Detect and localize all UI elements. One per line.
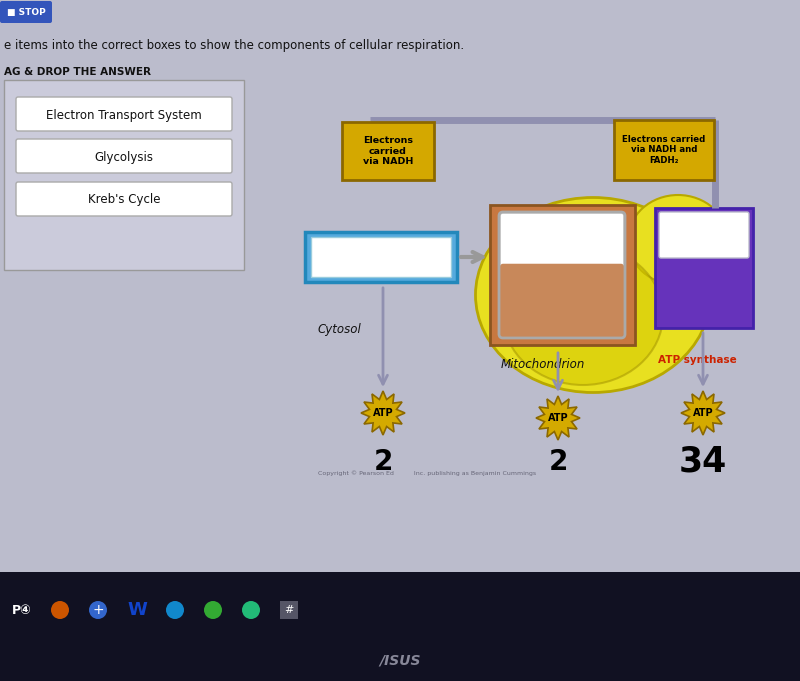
- Text: P④: P④: [12, 603, 32, 616]
- FancyBboxPatch shape: [16, 97, 232, 131]
- Text: /ISUS: /ISUS: [379, 653, 421, 667]
- Text: Copyright © Pearson Ed          Inc. publishing as Benjamin Cummings: Copyright © Pearson Ed Inc. publishing a…: [318, 470, 536, 476]
- Text: 34: 34: [679, 445, 727, 479]
- Text: ■ STOP: ■ STOP: [6, 7, 46, 16]
- Text: Electrons
carried
via NADH: Electrons carried via NADH: [363, 136, 413, 166]
- Bar: [490, 205, 635, 345]
- Circle shape: [204, 601, 222, 619]
- Text: ATP: ATP: [548, 413, 568, 423]
- Text: ATP: ATP: [693, 408, 714, 418]
- Ellipse shape: [628, 195, 728, 285]
- Bar: [614, 120, 714, 180]
- Bar: [305, 232, 457, 282]
- Text: 2: 2: [548, 448, 568, 476]
- Ellipse shape: [503, 245, 663, 385]
- Text: #: #: [284, 605, 294, 615]
- FancyBboxPatch shape: [16, 139, 232, 173]
- Polygon shape: [681, 391, 725, 435]
- FancyBboxPatch shape: [0, 1, 52, 23]
- FancyBboxPatch shape: [16, 182, 232, 216]
- Bar: [342, 122, 434, 180]
- Circle shape: [51, 601, 69, 619]
- Text: AG & DROP THE ANSWER: AG & DROP THE ANSWER: [4, 67, 151, 77]
- Bar: [655, 208, 753, 328]
- Circle shape: [89, 601, 107, 619]
- Bar: [280, 601, 298, 619]
- Text: +: +: [92, 603, 104, 617]
- Bar: [4, 80, 244, 270]
- Text: Electron Transport System: Electron Transport System: [46, 108, 202, 121]
- Text: W: W: [127, 601, 147, 619]
- Text: ATP: ATP: [373, 408, 394, 418]
- Bar: [0, 572, 800, 681]
- Text: Mitochondrion: Mitochondrion: [501, 358, 585, 372]
- Text: 2: 2: [374, 448, 393, 476]
- Text: Cytosol: Cytosol: [318, 323, 362, 336]
- Text: Glycolysis: Glycolysis: [94, 151, 154, 163]
- Text: Electrons carried
via NADH and
FADH₂: Electrons carried via NADH and FADH₂: [622, 135, 706, 165]
- Bar: [311, 237, 451, 277]
- FancyBboxPatch shape: [500, 264, 624, 337]
- Text: e items into the correct boxes to show the components of cellular respiration.: e items into the correct boxes to show t…: [4, 39, 464, 52]
- FancyBboxPatch shape: [659, 212, 749, 258]
- Circle shape: [166, 601, 184, 619]
- Text: Kreb's Cycle: Kreb's Cycle: [88, 193, 160, 206]
- Circle shape: [242, 601, 260, 619]
- Polygon shape: [361, 391, 405, 435]
- FancyBboxPatch shape: [500, 213, 624, 272]
- Ellipse shape: [475, 197, 710, 392]
- Polygon shape: [536, 396, 580, 440]
- Text: ATP synthase: ATP synthase: [658, 355, 736, 365]
